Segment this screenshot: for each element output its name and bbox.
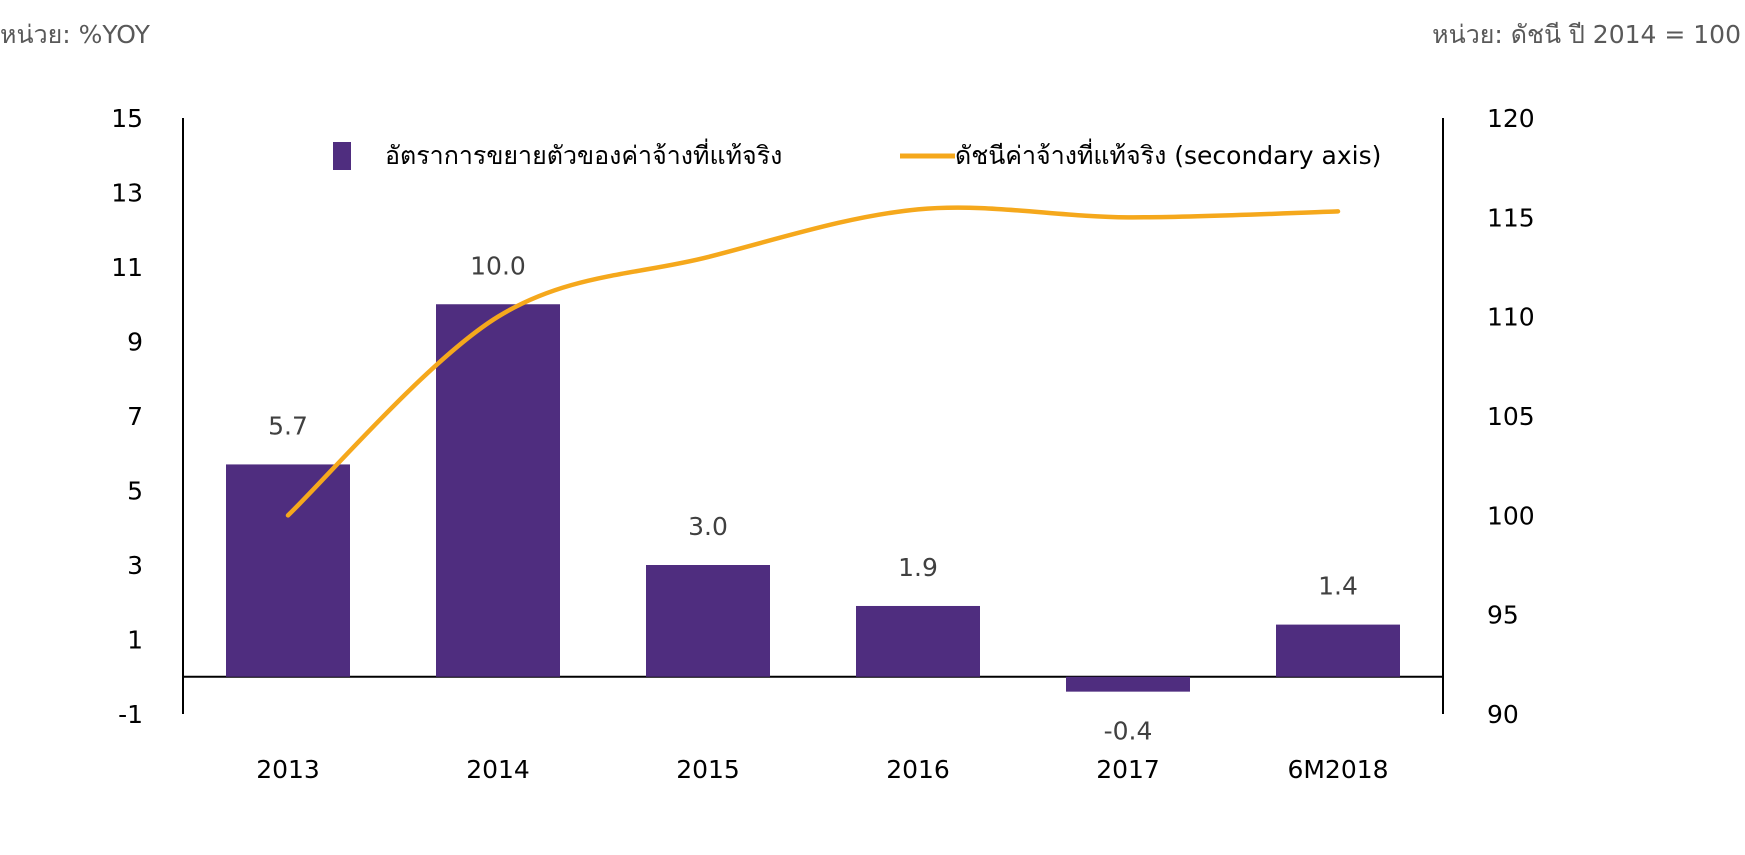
bar bbox=[226, 464, 350, 677]
right-tick-label: 90 bbox=[1487, 700, 1519, 729]
right-axis-unit: หน่วย: ดัชนี ปี 2014 = 100 bbox=[1432, 20, 1741, 49]
right-tick-label: 105 bbox=[1487, 402, 1535, 431]
legend-bar-swatch bbox=[333, 142, 351, 170]
left-axis-unit: หน่วย: %YOY bbox=[0, 20, 151, 49]
axes: 15 13 11 9 7 5 3 1 -1 120 115 110 105 100 95 90 2013 2014… bbox=[111, 104, 1535, 784]
right-tick-label: 115 bbox=[1487, 203, 1535, 232]
left-tick-label: 9 bbox=[127, 328, 143, 357]
left-tick-label: 5 bbox=[127, 477, 143, 506]
x-tick-label: 2014 bbox=[466, 755, 530, 784]
x-tick-label: 2016 bbox=[886, 755, 950, 784]
bar-value-label: 1.4 bbox=[1318, 572, 1358, 601]
right-tick-label: 95 bbox=[1487, 601, 1519, 630]
data-labels: 5.7 10.0 3.0 1.9 -0.4 1.4 bbox=[268, 251, 1358, 745]
x-tick-label: 2017 bbox=[1096, 755, 1160, 784]
legend-bar-label: อัตราการขยายตัวของค่าจ้างที่แท้จริง bbox=[385, 138, 782, 170]
bar bbox=[436, 304, 560, 677]
right-tick-label: 100 bbox=[1487, 501, 1535, 530]
index-line bbox=[285, 205, 1341, 518]
x-tick-label: 6M2018 bbox=[1287, 755, 1388, 784]
left-tick-label: 1 bbox=[127, 626, 143, 655]
bars bbox=[226, 304, 1400, 692]
left-tick-label: 13 bbox=[111, 179, 143, 208]
bar-value-label: 10.0 bbox=[470, 251, 526, 280]
x-tick-label: 2015 bbox=[676, 755, 740, 784]
bar bbox=[646, 565, 770, 677]
bar bbox=[856, 605, 980, 677]
legend-line-label: ดัชนีค่าจ้างที่แท้จริง (secondary axis) bbox=[955, 138, 1381, 170]
bar bbox=[1276, 624, 1400, 677]
left-tick-label: 15 bbox=[111, 104, 143, 133]
bar-value-label: 1.9 bbox=[898, 553, 938, 582]
left-tick-label: 11 bbox=[111, 253, 143, 282]
right-tick-label: 110 bbox=[1487, 303, 1535, 332]
bar bbox=[1066, 676, 1190, 692]
legend: อัตราการขยายตัวของค่าจ้างที่แท้จริง ดัชน… bbox=[333, 138, 1381, 170]
bar-value-label: -0.4 bbox=[1104, 717, 1153, 746]
left-tick-label: 7 bbox=[127, 402, 143, 431]
bar-value-label: 5.7 bbox=[268, 411, 308, 440]
left-tick-label: -1 bbox=[118, 700, 143, 729]
x-tick-label: 2013 bbox=[256, 755, 320, 784]
bar-value-label: 3.0 bbox=[688, 512, 728, 541]
left-tick-label: 3 bbox=[127, 551, 143, 580]
right-tick-label: 120 bbox=[1487, 104, 1535, 133]
line-series bbox=[285, 205, 1341, 518]
